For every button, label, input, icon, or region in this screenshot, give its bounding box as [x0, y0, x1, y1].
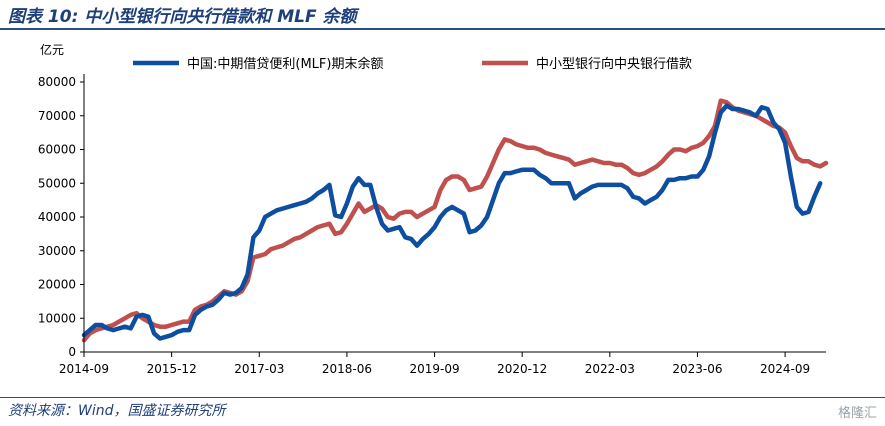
y-axis-ticks: 0 10000 20000 30000 40000 50000 60000 70000 8000…: [38, 75, 84, 359]
legend-label-1: 中小型银行向中央银行借款: [536, 56, 692, 72]
x-tick-label: 2022-03: [585, 362, 635, 376]
y-axis-label: 亿元: [40, 42, 64, 57]
y-tick-label: 70000: [38, 109, 76, 123]
x-tick-label: 2014-09: [59, 362, 109, 376]
line-chart: 亿元 0 10000 20000 30000 40000 50000 60000 70000 8…: [38, 42, 829, 376]
x-tick-label: 2017-03: [234, 362, 284, 376]
source-note: 资料来源：Wind，国盛证券研究所: [8, 403, 226, 419]
title-divider: [0, 28, 885, 30]
legend-label-0: 中国:中期借贷便利(MLF)期末余额: [187, 56, 383, 72]
x-tick-label: 2023-06: [672, 362, 722, 376]
y-tick-label: 0: [68, 345, 76, 359]
x-tick-label: 2015-12: [147, 362, 197, 376]
y-tick-label: 10000: [38, 311, 76, 325]
x-tick-label: 2020-12: [497, 362, 547, 376]
series-lines: [81, 98, 829, 343]
x-tick-label: 2019-09: [409, 362, 459, 376]
x-tick-label: 2024-09: [760, 362, 810, 376]
x-axis-ticks: 2014-09 2015-12 2017-03 2018-06 2019-09 2020-…: [59, 352, 810, 376]
x-tick-label: 2018-06: [322, 362, 372, 376]
page-title: 图表 10: 中小型银行向央行借款和 MLF 余额: [8, 7, 357, 27]
y-tick-label: 40000: [38, 210, 76, 224]
y-tick-label: 20000: [38, 278, 76, 292]
watermark-logo: 格隆汇: [837, 406, 877, 421]
legend: 中国:中期借贷便利(MLF)期末余额 中小型银行向中央银行借款: [133, 56, 692, 72]
y-tick-label: 30000: [38, 244, 76, 258]
y-tick-label: 60000: [38, 143, 76, 157]
y-tick-label: 80000: [38, 75, 76, 89]
footer-divider: [0, 397, 885, 398]
y-tick-label: 50000: [38, 176, 76, 190]
series-line-0: [81, 103, 823, 341]
